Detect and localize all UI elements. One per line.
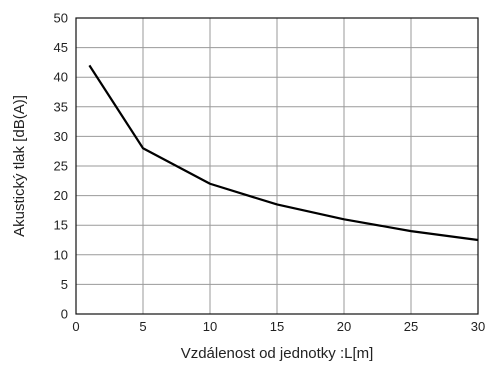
x-tick-label: 25 bbox=[404, 319, 418, 334]
y-tick-label: 45 bbox=[54, 40, 68, 55]
series-line bbox=[88, 64, 479, 242]
y-tick-label: 0 bbox=[61, 307, 68, 322]
y-tick-label: 15 bbox=[54, 218, 68, 233]
y-tick-label: 40 bbox=[54, 70, 68, 85]
y-tick-label: 25 bbox=[54, 159, 68, 174]
grid bbox=[75, 17, 479, 315]
x-tick-label: 30 bbox=[471, 319, 485, 334]
x-axis-label: Vzdálenost od jednotky :L[m] bbox=[181, 345, 374, 362]
y-tick-label: 50 bbox=[54, 11, 68, 26]
y-tick-label: 10 bbox=[54, 247, 68, 262]
y-tick-label: 5 bbox=[61, 277, 68, 292]
series-layer bbox=[88, 64, 479, 242]
y-tick-label: 30 bbox=[54, 129, 68, 144]
x-tick-label: 10 bbox=[203, 319, 217, 334]
x-tick-label: 5 bbox=[139, 319, 146, 334]
x-tick-label: 0 bbox=[72, 319, 79, 334]
x-tick-label: 15 bbox=[270, 319, 284, 334]
tick-labels: 0 5 10 15 20 25 30 0 5 10 15 20 25 30 35 40 45 50 bbox=[54, 11, 486, 335]
x-tick-label: 20 bbox=[337, 319, 351, 334]
y-tick-label: 35 bbox=[54, 99, 68, 114]
y-tick-label: 20 bbox=[54, 188, 68, 203]
y-axis-label: Akustický tlak [dB(A)] bbox=[11, 95, 28, 237]
plot-area-frame bbox=[75, 17, 479, 315]
